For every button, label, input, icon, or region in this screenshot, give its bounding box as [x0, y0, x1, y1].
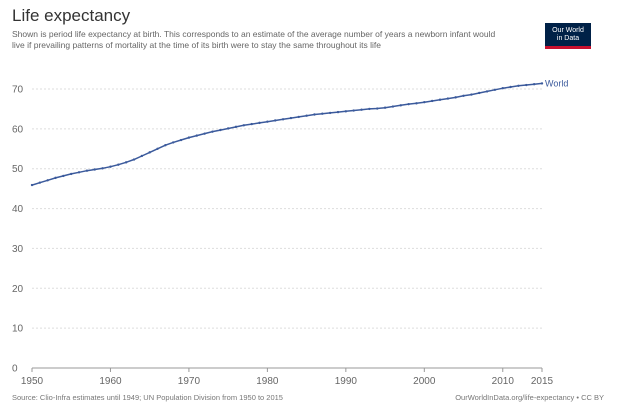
- data-point[interactable]: [415, 102, 418, 105]
- data-point[interactable]: [93, 168, 96, 171]
- data-point[interactable]: [336, 110, 340, 114]
- y-tick-label: 50: [12, 164, 24, 175]
- data-point[interactable]: [430, 99, 434, 103]
- data-point[interactable]: [156, 147, 159, 150]
- data-point[interactable]: [532, 83, 536, 86]
- data-point[interactable]: [226, 127, 230, 130]
- data-point[interactable]: [179, 138, 183, 142]
- y-tick-label: 0: [12, 364, 18, 375]
- data-point[interactable]: [525, 83, 528, 87]
- x-tick-label: 1960: [99, 376, 122, 387]
- series-group: World: [30, 78, 568, 187]
- data-point[interactable]: [368, 107, 371, 111]
- x-tick-label: 1950: [21, 376, 44, 387]
- data-point[interactable]: [297, 115, 300, 119]
- data-point[interactable]: [234, 125, 238, 129]
- data-point[interactable]: [187, 136, 191, 139]
- logo-line-2: in Data: [556, 35, 580, 42]
- chart-subtitle: Shown is period life expectancy at birth…: [12, 29, 496, 50]
- data-point[interactable]: [407, 102, 410, 106]
- data-point[interactable]: [109, 165, 112, 168]
- license-link[interactable]: OurWorldInData.org/life-expectancy • CC …: [455, 393, 604, 402]
- x-tick-label: 2015: [531, 376, 554, 387]
- x-tick-label: 2000: [413, 376, 436, 387]
- owid-logo[interactable]: Our World in Data: [545, 23, 591, 49]
- data-point[interactable]: [501, 87, 504, 90]
- data-point[interactable]: [399, 104, 402, 107]
- y-axis: 0 10 20 30 40 50 60 70: [12, 85, 24, 375]
- data-point[interactable]: [77, 171, 81, 174]
- data-point[interactable]: [446, 97, 450, 100]
- y-tick-label: 40: [12, 204, 24, 215]
- logo-line-1: Our World: [552, 27, 584, 34]
- data-point[interactable]: [250, 122, 253, 126]
- data-point[interactable]: [172, 141, 175, 144]
- y-tick-label: 60: [12, 124, 24, 135]
- data-point[interactable]: [344, 110, 348, 113]
- x-tick-label: 1980: [256, 376, 279, 387]
- data-point[interactable]: [360, 108, 363, 111]
- data-point[interactable]: [462, 94, 465, 97]
- data-point[interactable]: [478, 91, 481, 95]
- data-point[interactable]: [493, 88, 497, 91]
- x-tick-label: 1990: [335, 376, 358, 387]
- data-point[interactable]: [376, 107, 379, 110]
- data-point[interactable]: [281, 118, 285, 121]
- y-tick-label: 10: [12, 324, 24, 335]
- data-point[interactable]: [117, 163, 120, 166]
- data-point[interactable]: [352, 109, 355, 112]
- data-point[interactable]: [195, 134, 198, 137]
- data-point[interactable]: [30, 183, 34, 187]
- gridlines: [32, 88, 542, 369]
- data-point[interactable]: [203, 132, 206, 135]
- x-axis: 1950 1960 1970 1980 1990 2000 2010 2015: [21, 368, 554, 387]
- data-point[interactable]: [164, 143, 167, 147]
- data-point[interactable]: [289, 116, 293, 120]
- data-point[interactable]: [470, 93, 473, 96]
- data-point[interactable]: [101, 167, 104, 170]
- data-point[interactable]: [266, 120, 269, 123]
- data-point[interactable]: [140, 154, 144, 158]
- data-point[interactable]: [454, 96, 457, 99]
- data-point[interactable]: [383, 106, 387, 109]
- data-point[interactable]: [305, 114, 308, 117]
- data-point[interactable]: [517, 84, 520, 88]
- data-point[interactable]: [46, 179, 49, 182]
- x-tick-label: 1970: [178, 376, 201, 387]
- data-point[interactable]: [132, 158, 136, 161]
- data-point[interactable]: [219, 128, 222, 132]
- series-line-world[interactable]: [31, 82, 543, 186]
- data-point[interactable]: [391, 105, 395, 108]
- chart-title: Life expectancy: [12, 6, 131, 25]
- y-tick-label: 70: [12, 85, 24, 96]
- data-point[interactable]: [540, 82, 544, 85]
- x-tick-label: 2010: [492, 376, 515, 387]
- data-point[interactable]: [124, 161, 128, 164]
- data-point[interactable]: [328, 111, 332, 115]
- data-point[interactable]: [211, 130, 214, 133]
- data-point[interactable]: [313, 113, 316, 116]
- data-point[interactable]: [274, 119, 277, 122]
- data-point[interactable]: [423, 100, 426, 104]
- series-label: World: [545, 78, 568, 88]
- data-point[interactable]: [70, 172, 73, 176]
- data-point[interactable]: [38, 181, 42, 184]
- data-point[interactable]: [242, 124, 246, 127]
- data-point[interactable]: [438, 98, 442, 101]
- y-tick-label: 20: [12, 284, 24, 295]
- data-point[interactable]: [509, 85, 512, 89]
- data-point[interactable]: [85, 169, 89, 172]
- data-point[interactable]: [258, 121, 261, 125]
- data-point[interactable]: [148, 151, 151, 154]
- data-point[interactable]: [321, 112, 324, 115]
- data-point[interactable]: [54, 176, 57, 180]
- source-note: Source: Clio-Infra estimates until 1949;…: [12, 393, 283, 402]
- y-tick-label: 30: [12, 244, 24, 255]
- data-point[interactable]: [62, 174, 65, 178]
- data-point[interactable]: [485, 90, 489, 93]
